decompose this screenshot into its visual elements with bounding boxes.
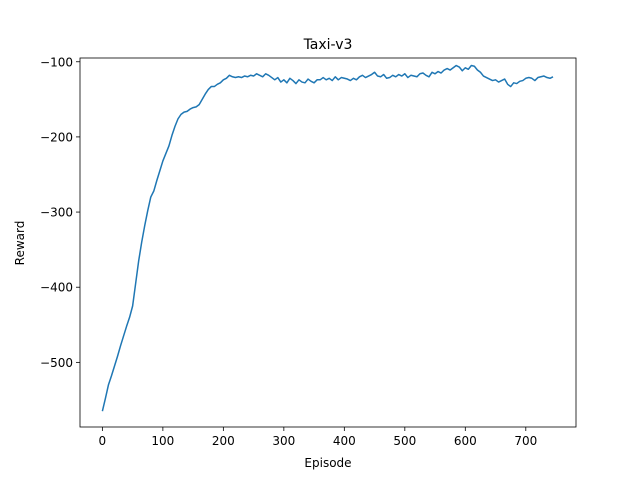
y-tick-label: −300 <box>40 206 73 220</box>
y-axis-label: Reward <box>13 221 27 266</box>
x-tick-label: 0 <box>99 434 107 448</box>
y-tick-label: −100 <box>40 55 73 69</box>
chart-title: Taxi-v3 <box>303 37 353 53</box>
x-tick-label: 200 <box>212 434 235 448</box>
x-axis-ticks: 0 100 200 300 400 500 600 700 <box>99 427 537 448</box>
y-tick-label: −400 <box>40 281 73 295</box>
x-tick-label: 300 <box>272 434 295 448</box>
plot-area <box>79 57 577 428</box>
x-tick-label: 600 <box>454 434 477 448</box>
x-axis-label: Episode <box>304 456 351 470</box>
x-tick-label: 100 <box>151 434 174 448</box>
axes-frame <box>79 57 577 428</box>
x-tick-label: 500 <box>393 434 416 448</box>
x-tick-label: 400 <box>333 434 356 448</box>
y-tick-label: −200 <box>40 130 73 144</box>
reward-line <box>101 64 554 412</box>
y-tick-label: −500 <box>40 356 73 370</box>
x-tick-label: 700 <box>514 434 537 448</box>
y-axis-ticks: −500 −400 −300 −200 −100 <box>40 55 80 370</box>
